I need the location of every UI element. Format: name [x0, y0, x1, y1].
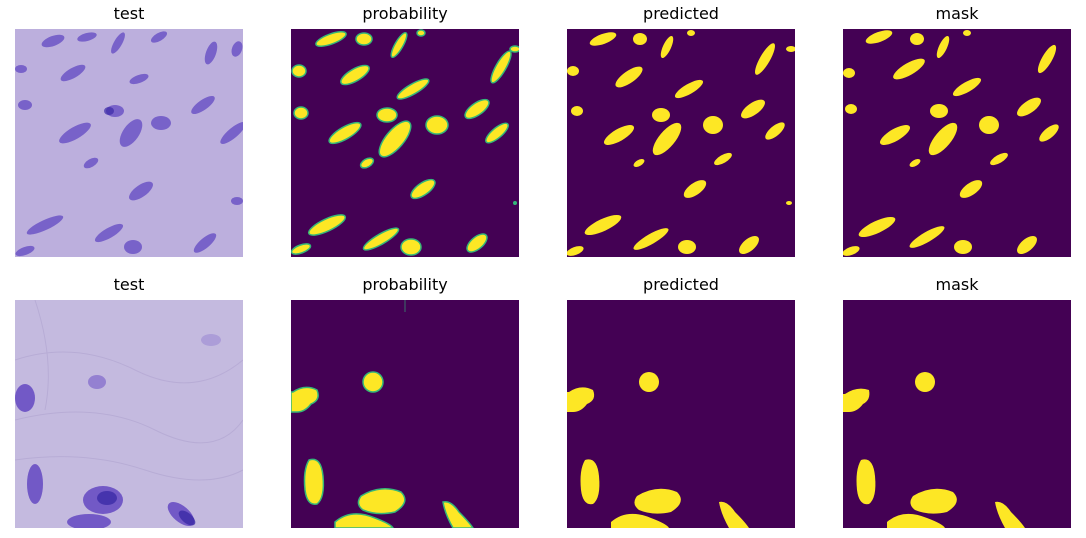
test-image-row2 [15, 300, 243, 528]
test-image-row1 [15, 29, 243, 257]
ground-truth-mask-row2 [843, 300, 1071, 528]
panel-title: test [113, 275, 145, 294]
panel-title: mask [935, 275, 979, 294]
panel-title: mask [935, 4, 979, 23]
probability-map-row1 [291, 29, 519, 257]
panel-title: probability [362, 4, 448, 23]
predicted-mask-row1 [567, 29, 795, 257]
predicted-mask-row2 [567, 300, 795, 528]
panel-title: test [113, 4, 145, 23]
ground-truth-mask-row1 [843, 29, 1071, 257]
probability-map-row2 [291, 300, 519, 528]
panel-title: predicted [643, 275, 719, 294]
panel-title: predicted [643, 4, 719, 23]
panel-title: probability [362, 275, 448, 294]
